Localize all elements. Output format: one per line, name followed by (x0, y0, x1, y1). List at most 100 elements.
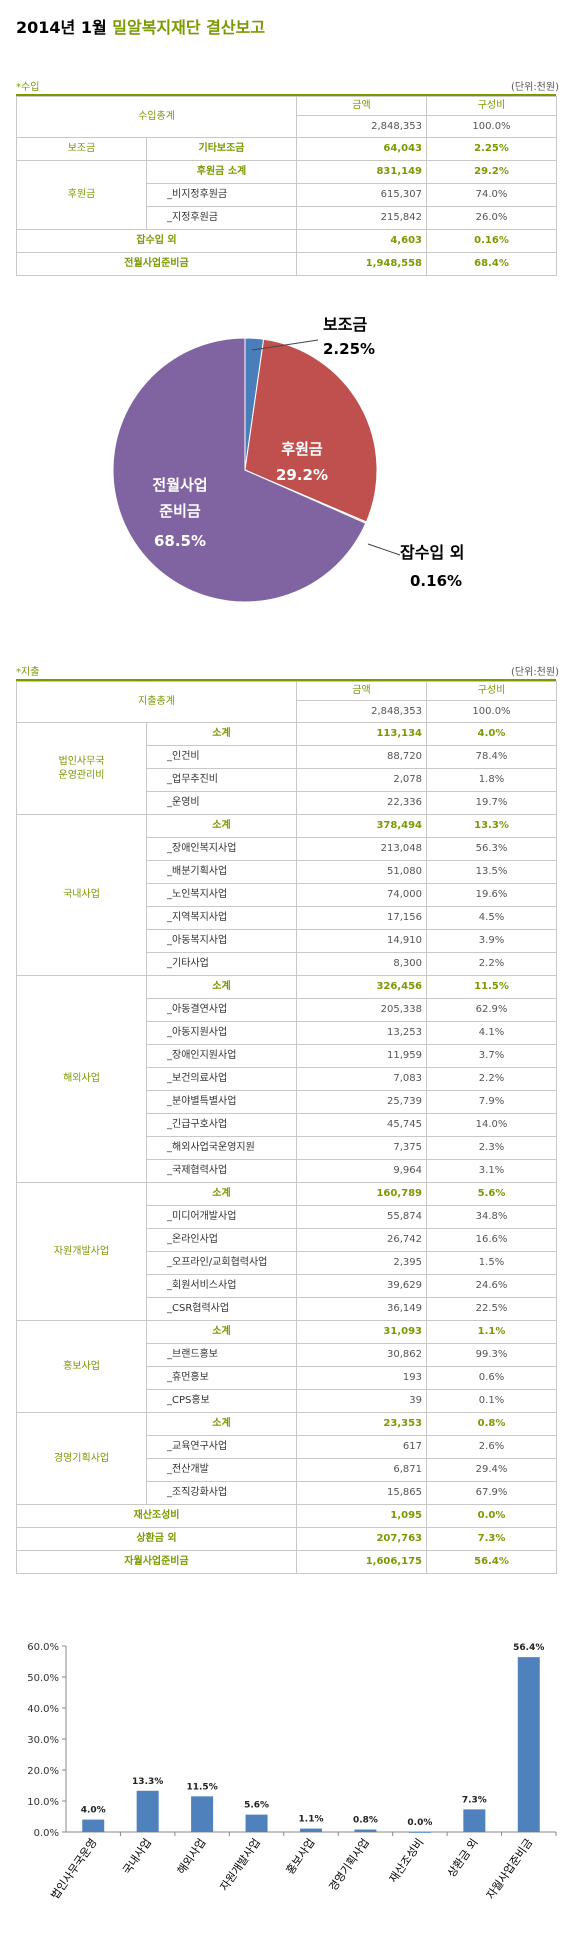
income-row: 보조금 기타보조금 64,043 2.25% (16, 137, 557, 161)
expense-row: 경영기획사업 소계 23,353 0.8% (16, 1412, 557, 1505)
bar (245, 1814, 268, 1832)
expense-row: _오프라인/교회협력사업 2,395 1.5% (17, 1251, 557, 1275)
expense-total-label: 자월사업준비금 (16, 1550, 297, 1574)
expense-item: _국제협력사업 (146, 1159, 297, 1183)
expense-item: _노인복지사업 (146, 883, 297, 907)
expense-group-name: 경영기획사업 (16, 1412, 147, 1505)
expense-bar-chart: 0.0% 10.0% 20.0% 30.0% 40.0% 50.0% 60.0% 4.0% 법인… (27, 1642, 557, 1902)
income-total-row: 전월사업준비금 1,948,558 68.4% (16, 252, 557, 276)
expense-row: _전산개발 6,871 29.4% (17, 1458, 557, 1482)
expense-total-ratio: 7.3% (426, 1527, 557, 1551)
y-tick-label: 20.0% (27, 1766, 59, 1777)
income-item: _지정후원금 (146, 206, 297, 230)
expense-row: _미디어개발사업 55,874 34.8% (17, 1205, 557, 1229)
x-tick-label: 경영기획사업 (326, 1836, 371, 1893)
income-category: 후원금 (16, 160, 147, 230)
expense-amount: 8,300 (296, 952, 427, 976)
expense-ratio: 4.1% (426, 1021, 557, 1045)
bar-value-label: 56.4% (513, 1643, 544, 1653)
expense-ratio: 24.6% (426, 1274, 557, 1298)
income-amount: 64,043 (296, 137, 427, 161)
income-amount: 615,307 (296, 183, 427, 207)
expense-row: _배분기획사업 51,080 13.5% (17, 860, 557, 884)
expense-ratio: 4.0% (426, 722, 557, 746)
bar (408, 1832, 431, 1833)
expense-item: _아동복지사업 (146, 929, 297, 953)
expense-row: _온라인사업 26,742 16.6% (17, 1228, 557, 1252)
pie-label-reserve-2: 준비금 (159, 502, 201, 520)
income-total-row: 잡수입 외 4,603 0.16% (16, 229, 557, 253)
header-row: 지출총계 금액 구성비 (16, 680, 557, 723)
expense-ratio: 4.5% (426, 906, 557, 930)
expense-item: _조직강화사업 (146, 1481, 297, 1505)
pie-slice (244, 338, 378, 523)
expense-row: _장애인지원사업 11,959 3.7% (17, 1044, 557, 1068)
expense-ratio: 1.8% (426, 768, 557, 792)
bar-value-label: 5.6% (244, 1801, 269, 1811)
expense-item: _브랜드홍보 (146, 1343, 297, 1367)
expense-item: 소계 (146, 975, 297, 999)
expense-ratio: 7.9% (426, 1090, 557, 1114)
income-ratio: 29.2% (426, 160, 557, 184)
expense-amount: 17,156 (296, 906, 427, 930)
expense-ratio: 29.4% (426, 1458, 557, 1482)
income-section-label: *수입 (16, 82, 40, 93)
expense-amount: 74,000 (296, 883, 427, 907)
pie-leader-line (367, 543, 401, 556)
expense-ratio: 0.8% (426, 1412, 557, 1436)
x-tick-label: 홍보사업 (283, 1836, 318, 1877)
expense-table: 지출총계 금액 구성비 2,848,353 100.0% 법인사무국 운영관리비 소계 113… (16, 680, 557, 1574)
expense-group-name: 국내사업 (16, 814, 147, 976)
title-foundation: 밀알복지재단 결산보고 (112, 18, 266, 37)
expense-ratio: 14.0% (426, 1113, 557, 1137)
x-tick-label: 재산조성비 (387, 1836, 427, 1885)
expense-row: _CSR협력사업 36,149 22.5% (17, 1297, 557, 1321)
y-tick-label: 0.0% (34, 1828, 59, 1839)
income-ratio: 2.25% (426, 137, 557, 161)
expense-item: _보건의료사업 (146, 1067, 297, 1091)
expense-ratio: 2.3% (426, 1136, 557, 1160)
expense-item: _지역복지사업 (146, 906, 297, 930)
expense-amount: 213,048 (296, 837, 427, 861)
expense-ratio: 1.1% (426, 1320, 557, 1344)
expense-ratio: 13.5% (426, 860, 557, 884)
income-item: 후원금 소계 (146, 160, 297, 184)
expense-section-label: *지출 (16, 667, 40, 678)
income-pie-chart: 보조금 2.25% 후원금 29.2% 잡수입 외 0.16% 전월사업준비금 68.5% (112, 315, 464, 603)
income-table: 수입총계 금액 구성비 2,848,353 100.0% 보조금 기타보조금 64,043 2.… (16, 95, 557, 276)
income-ratio: 74.0% (426, 183, 557, 207)
expense-amount: 378,494 (296, 814, 427, 838)
header-label: 지출총계 (16, 681, 297, 723)
expense-item: 소계 (146, 722, 297, 746)
income-amount: 215,842 (296, 206, 427, 230)
bar-value-label: 4.0% (81, 1806, 106, 1816)
expense-amount: 2,078 (296, 768, 427, 792)
expense-ratio: 19.7% (426, 791, 557, 815)
bar (354, 1829, 377, 1832)
expense-amount: 7,375 (296, 1136, 427, 1160)
pie-label-reserve-pct: 68.5% (154, 532, 206, 550)
expense-item: _아동결연사업 (146, 998, 297, 1022)
expense-item: _분야별특별사업 (146, 1090, 297, 1114)
expense-ratio: 78.4% (426, 745, 557, 769)
expense-item: 소계 (146, 1182, 297, 1206)
y-tick-label: 30.0% (27, 1735, 59, 1746)
expense-ratio: 3.9% (426, 929, 557, 953)
income-item: _비지정후원금 (146, 183, 297, 207)
expense-ratio: 56.3% (426, 837, 557, 861)
income-total-label: 잡수입 외 (16, 229, 297, 253)
income-total-ratio: 68.4% (426, 252, 557, 276)
expense-amount: 2,395 (296, 1251, 427, 1275)
bar-value-label: 0.0% (407, 1818, 432, 1828)
y-tick-label: 60.0% (27, 1642, 59, 1653)
expense-row: 해외사업 소계 326,456 11.5% (16, 975, 557, 1183)
expense-item: _미디어개발사업 (146, 1205, 297, 1229)
income-category: 보조금 (16, 137, 147, 161)
pie-label-misc: 잡수입 외 (400, 543, 464, 562)
expense-amount: 39,629 (296, 1274, 427, 1298)
expense-row: _분야별특별사업 25,739 7.9% (17, 1090, 557, 1114)
expense-row: _운영비 22,336 19.7% (17, 791, 557, 815)
expense-amount: 22,336 (296, 791, 427, 815)
expense-amount: 326,456 (296, 975, 427, 999)
expense-row: 홍보사업 소계 31,093 1.1% (16, 1320, 557, 1413)
